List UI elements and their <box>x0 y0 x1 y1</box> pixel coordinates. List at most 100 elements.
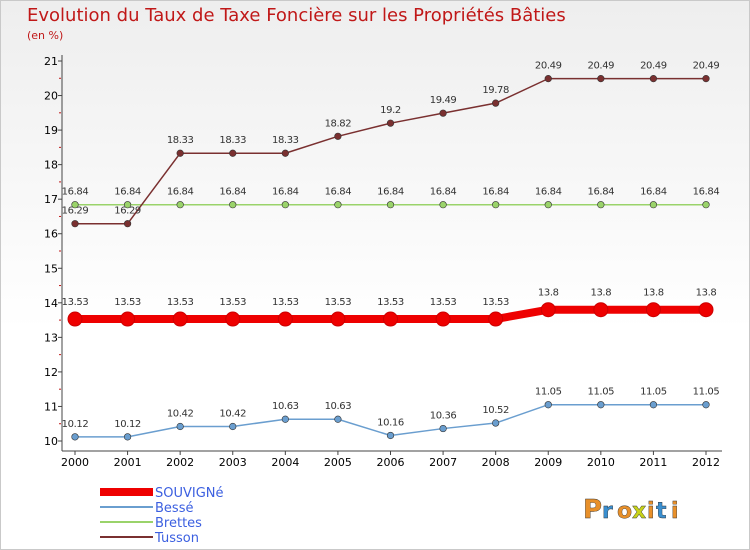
series-3 <box>71 75 710 228</box>
data-label: 16.84 <box>693 187 720 198</box>
data-label: 13.53 <box>114 297 141 308</box>
data-point <box>123 201 132 209</box>
data-label: 13.53 <box>62 297 89 308</box>
series-2 <box>71 201 710 209</box>
data-point <box>439 109 447 117</box>
data-labels: 13.53 13.53 13.53 13.53 13.53 13.53 13.53 13.53… <box>62 61 720 430</box>
data-point <box>229 149 237 157</box>
x-tick-label: 2006 <box>377 456 405 469</box>
data-point <box>172 311 188 327</box>
data-point <box>439 201 447 209</box>
y-tick-label: 11 <box>44 400 58 413</box>
data-point <box>123 433 132 441</box>
data-label: 16.29 <box>114 206 141 217</box>
y-tick-label: 13 <box>44 331 58 344</box>
data-point <box>488 311 504 327</box>
data-point <box>649 401 658 409</box>
data-label: 13.8 <box>696 288 717 299</box>
data-label: 18.33 <box>167 135 194 146</box>
data-label: 13.8 <box>643 288 664 299</box>
data-point <box>334 132 342 140</box>
legend-item: Brettes <box>100 516 202 531</box>
data-point <box>176 422 184 431</box>
chart-title: Evolution du Taux de Taxe Foncière sur l… <box>27 5 566 26</box>
data-point <box>386 431 395 440</box>
data-point <box>386 119 395 127</box>
data-point <box>492 99 500 107</box>
data-point <box>597 201 605 209</box>
data-point <box>649 75 658 83</box>
legend-label: Brettes <box>155 516 202 531</box>
data-label: 10.63 <box>325 401 352 412</box>
data-label: 20.49 <box>588 61 615 72</box>
logo-letter: x <box>632 499 646 524</box>
legend-label: SOUVIGNé <box>155 486 224 501</box>
data-point <box>281 149 289 157</box>
data-label: 20.49 <box>640 61 667 72</box>
labels-series-2: 16.84 16.84 16.84 16.84 16.84 16.84 16.84 16.84… <box>62 187 720 198</box>
data-label: 13.53 <box>272 297 299 308</box>
data-label: 16.84 <box>535 187 562 198</box>
data-label: 10.12 <box>62 419 89 430</box>
series-1 <box>71 401 710 441</box>
logo-letter: t <box>656 499 667 524</box>
data-point <box>383 311 398 327</box>
data-label: 20.49 <box>693 61 720 72</box>
y-tick-label: 17 <box>44 193 58 206</box>
legend-label: Bessé <box>155 501 193 516</box>
data-point <box>597 75 605 83</box>
logo-letter: i <box>647 499 655 524</box>
data-label: 11.05 <box>640 387 667 398</box>
data-point <box>71 433 79 441</box>
data-label: 16.84 <box>219 187 246 198</box>
data-label: 18.33 <box>219 135 246 146</box>
data-label: 10.42 <box>219 408 246 419</box>
y-tick-label: 20 <box>44 90 58 103</box>
data-point <box>330 311 346 327</box>
data-point <box>544 75 552 83</box>
data-label: 13.8 <box>538 288 559 299</box>
data-label: 13.8 <box>590 288 611 299</box>
data-point <box>334 415 342 423</box>
y-tick-label: 15 <box>44 262 58 275</box>
data-point <box>698 302 714 318</box>
data-label: 11.05 <box>588 387 615 398</box>
data-label: 11.05 <box>693 387 720 398</box>
data-label: 16.84 <box>272 187 299 198</box>
data-label: 13.53 <box>219 297 246 308</box>
data-label: 16.84 <box>640 187 667 198</box>
y-tick-label: 16 <box>44 228 58 241</box>
data-label: 10.36 <box>430 411 457 422</box>
data-label: 16.84 <box>325 187 352 198</box>
data-label: 13.53 <box>325 297 352 308</box>
legend-label: Tusson <box>154 531 199 546</box>
data-point <box>229 201 237 209</box>
data-point <box>544 201 552 209</box>
data-point <box>702 201 710 209</box>
axes: 10 11 12 13 14 15 16 17 18 19 20 21 2000 2001 2002 2003… <box>44 55 722 469</box>
data-label: 16.84 <box>167 187 194 198</box>
data-label: 13.53 <box>377 297 404 308</box>
data-label: 20.49 <box>535 61 562 72</box>
x-tick-label: 2002 <box>166 456 194 469</box>
data-point <box>334 201 342 209</box>
data-point <box>229 422 237 431</box>
y-tick-label: 12 <box>44 366 58 379</box>
data-point <box>492 201 500 209</box>
data-label: 16.84 <box>588 187 615 198</box>
x-tick-label: 2010 <box>587 456 615 469</box>
y-tick-label: 19 <box>44 124 58 137</box>
x-tick-label: 2003 <box>219 456 247 469</box>
data-point <box>71 201 79 209</box>
x-tick-label: 2011 <box>639 456 667 469</box>
data-label: 18.82 <box>325 118 352 129</box>
x-tick-label: 2000 <box>61 456 89 469</box>
data-point <box>225 311 241 327</box>
data-label: 13.53 <box>167 297 194 308</box>
data-point <box>120 311 136 327</box>
data-point <box>439 424 447 433</box>
x-tick-label: 2005 <box>324 456 352 469</box>
data-label: 16.84 <box>430 187 457 198</box>
